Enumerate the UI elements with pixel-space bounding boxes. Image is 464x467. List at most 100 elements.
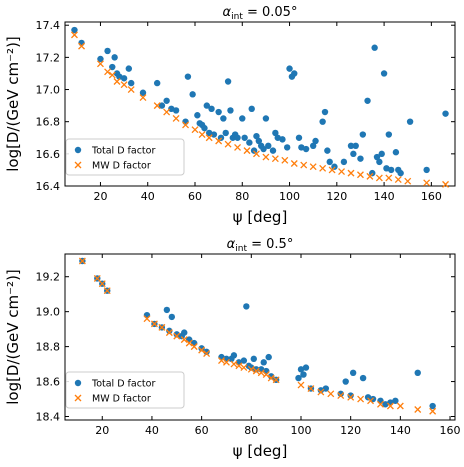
data-point bbox=[163, 306, 171, 314]
data-point bbox=[321, 108, 329, 116]
data-point bbox=[364, 97, 371, 104]
data-point bbox=[253, 366, 260, 373]
data-point bbox=[235, 362, 243, 370]
data-point bbox=[120, 75, 128, 82]
data-point bbox=[406, 118, 414, 125]
data-point bbox=[168, 313, 176, 321]
chart-title: αint = 0.5° bbox=[227, 237, 294, 254]
data-point bbox=[220, 115, 227, 122]
data-point bbox=[108, 71, 116, 79]
data-point bbox=[127, 79, 135, 87]
data-point bbox=[150, 320, 158, 328]
data-point bbox=[371, 44, 378, 51]
data-point bbox=[203, 102, 211, 109]
data-point bbox=[127, 86, 135, 93]
chart-panel-1: 20 40 60 80 100 120 140 160 16.4 16.6 16.8 17.0 17.2… bbox=[4, 5, 456, 226]
y-tick-label: 18.4 bbox=[36, 411, 61, 424]
data-point bbox=[397, 169, 404, 177]
data-point bbox=[257, 369, 265, 377]
data-point bbox=[349, 369, 357, 377]
data-point bbox=[414, 369, 421, 377]
legend-entry: Total D factor bbox=[91, 146, 155, 157]
data-point bbox=[327, 390, 335, 398]
x-tick-label: 80 bbox=[235, 190, 249, 203]
data-point bbox=[96, 60, 104, 68]
x-tick-label: 100 bbox=[279, 190, 300, 203]
data-point bbox=[295, 374, 302, 382]
data-point bbox=[120, 81, 128, 89]
data-point bbox=[367, 397, 375, 405]
data-point bbox=[373, 153, 381, 161]
data-point bbox=[340, 158, 348, 166]
data-point bbox=[189, 91, 196, 98]
x-tick-label: 100 bbox=[290, 424, 311, 437]
data-point bbox=[240, 357, 248, 364]
data-point bbox=[143, 315, 151, 323]
data-point bbox=[359, 131, 367, 138]
data-point bbox=[356, 171, 364, 179]
data-point bbox=[252, 150, 260, 158]
legend-marker bbox=[74, 394, 82, 402]
data-point bbox=[347, 393, 355, 401]
data-point bbox=[283, 144, 291, 151]
data-point bbox=[201, 124, 208, 132]
data-point bbox=[262, 115, 270, 122]
data-point bbox=[163, 97, 170, 104]
data-point bbox=[309, 142, 317, 150]
data-point bbox=[423, 179, 431, 187]
data-point bbox=[375, 174, 383, 182]
data-point bbox=[78, 42, 86, 50]
data-point bbox=[260, 145, 267, 153]
y-tick-label: 17.2 bbox=[36, 51, 61, 64]
y-tick-label: 19.0 bbox=[36, 306, 61, 319]
data-point bbox=[347, 142, 355, 150]
data-point bbox=[338, 168, 346, 175]
chart-panel-2: 20 40 60 80 100 120 140 160 18.4 18.6 18.8 19.0 19.2… bbox=[4, 237, 461, 460]
data-point bbox=[364, 394, 372, 401]
data-point bbox=[309, 163, 317, 171]
data-point bbox=[267, 374, 275, 382]
data-point bbox=[203, 348, 210, 356]
data-point bbox=[307, 385, 315, 393]
data-point bbox=[382, 401, 389, 408]
data-point bbox=[185, 339, 193, 347]
y-tick-label: 18.8 bbox=[36, 341, 61, 354]
data-point bbox=[272, 129, 279, 137]
data-point bbox=[392, 397, 399, 404]
x-tick-label: 160 bbox=[440, 424, 461, 437]
data-point bbox=[182, 118, 189, 125]
data-point bbox=[359, 374, 367, 382]
x-tick-label: 20 bbox=[95, 424, 109, 437]
data-point bbox=[234, 143, 242, 151]
data-point bbox=[252, 367, 260, 375]
data-point bbox=[291, 70, 298, 77]
data-point bbox=[70, 31, 78, 39]
data-point bbox=[253, 132, 260, 140]
data-point bbox=[272, 376, 280, 384]
data-point bbox=[271, 155, 279, 163]
legend-marker bbox=[74, 161, 82, 169]
x-tick-label: 160 bbox=[421, 190, 442, 203]
data-point bbox=[350, 150, 357, 158]
data-point bbox=[158, 102, 166, 109]
x-tick-label: 40 bbox=[145, 424, 159, 437]
data-point bbox=[357, 395, 365, 403]
data-point bbox=[104, 47, 111, 55]
data-point bbox=[139, 94, 147, 102]
data-point bbox=[163, 108, 171, 116]
data-point bbox=[205, 134, 213, 142]
data-point bbox=[113, 78, 121, 85]
data-point bbox=[173, 332, 181, 340]
legend-entry: Total D factor bbox=[91, 379, 155, 390]
data-point bbox=[166, 327, 173, 335]
data-point bbox=[302, 145, 310, 153]
data-point bbox=[376, 158, 383, 166]
x-tick-label: 60 bbox=[188, 190, 202, 203]
data-point bbox=[385, 174, 393, 182]
y-tick-label: 17.0 bbox=[36, 84, 61, 97]
data-point bbox=[246, 139, 253, 146]
data-point bbox=[279, 136, 286, 143]
data-point bbox=[198, 345, 205, 352]
